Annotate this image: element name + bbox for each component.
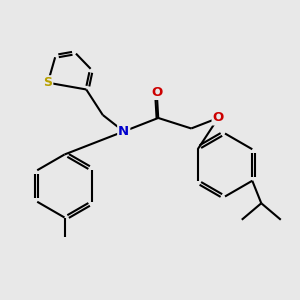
Text: S: S <box>44 76 52 89</box>
Text: O: O <box>151 86 162 99</box>
Text: N: N <box>118 125 129 138</box>
Text: O: O <box>213 112 224 124</box>
